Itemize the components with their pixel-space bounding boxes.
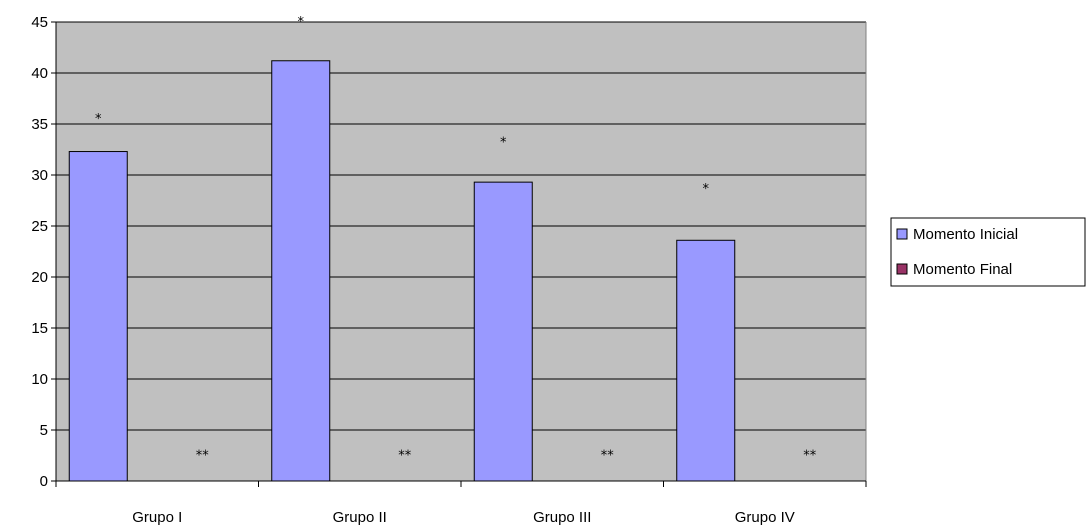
bars [68,60,736,482]
legend-swatch [896,228,908,240]
y-tick-label: 20 [31,269,48,286]
y-tick-label: 30 [31,167,48,184]
bar [676,239,736,482]
y-tick-label: 10 [31,371,48,388]
bar [271,60,331,482]
y-tick-label: 15 [31,320,48,337]
significance-annotation: * [298,15,305,30]
legend: Momento Inicial Momento Final [890,217,1086,287]
y-tick-label: 5 [40,422,48,439]
plot-area [56,22,866,481]
x-tick-label: Grupo I [132,509,182,526]
significance-annotation: ** [196,448,210,463]
bar [473,181,533,482]
gridlines [56,21,866,482]
x-tick-label: Grupo IV [735,509,795,526]
significance-annotation: * [703,182,710,197]
x-tick-label: Grupo III [533,509,591,526]
x-axis: Grupo I Grupo II Grupo III Grupo IV [55,480,867,526]
legend-label: Momento Inicial [913,226,1018,243]
legend-box [890,217,1086,287]
y-tick-label: 40 [31,65,48,82]
significance-annotation: ** [398,448,412,463]
significance-annotation: * [500,135,507,150]
y-tick-label: 35 [31,116,48,133]
legend-swatch [896,263,908,275]
annotations: ****** ** ** ** [95,15,817,463]
y-tick-label: 0 [40,473,48,490]
legend-label: Momento Final [913,261,1012,278]
significance-annotation: ** [803,448,817,463]
bar [68,151,128,482]
significance-annotation: * [95,112,102,127]
y-tick-label: 25 [31,218,48,235]
x-tick-label: Grupo II [333,509,387,526]
y-axis: 0 5 10 15 20 25 30 35 40 45 [31,14,867,490]
significance-annotation: ** [601,448,615,463]
y-tick-label: 45 [31,14,48,31]
